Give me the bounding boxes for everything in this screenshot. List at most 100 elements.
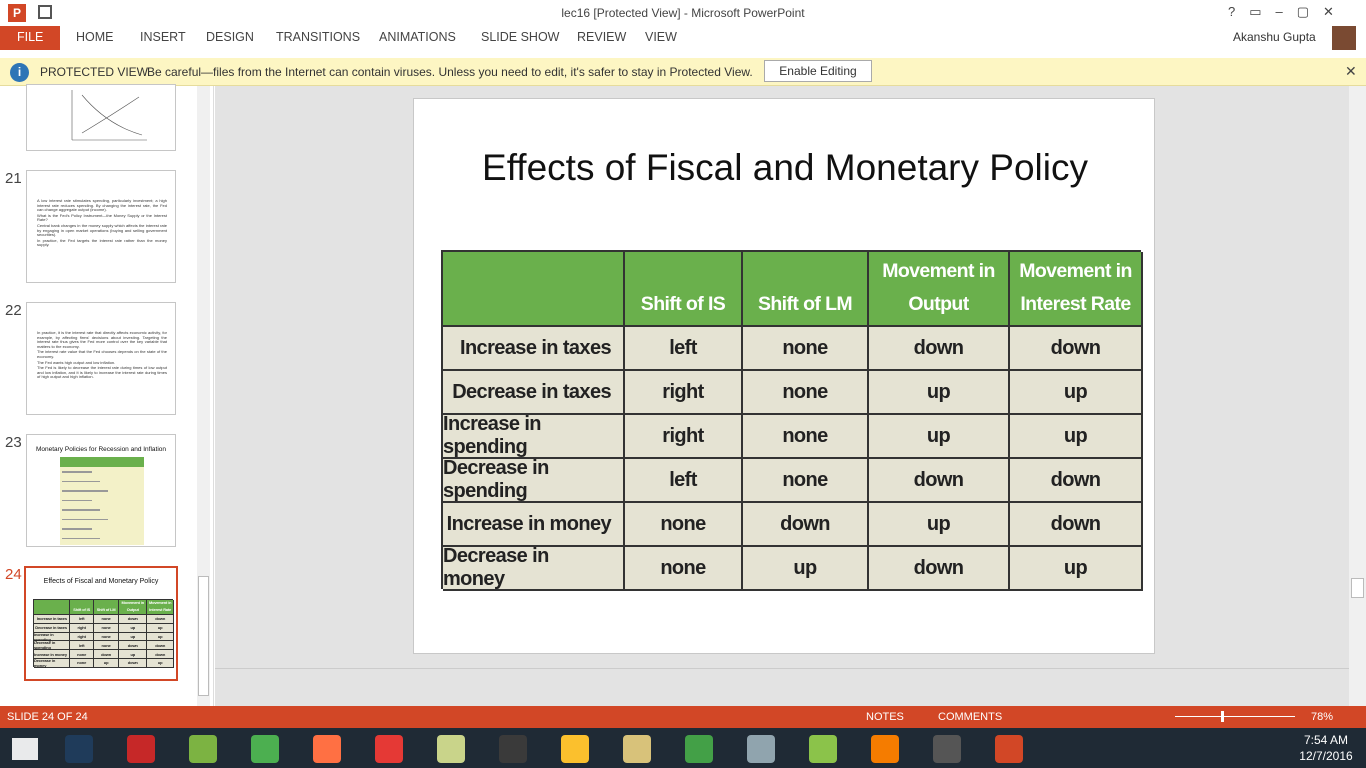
- table-cell: up: [147, 659, 174, 668]
- slide-number[interactable]: 24: [5, 566, 22, 583]
- table-cell: up: [94, 659, 120, 668]
- thumbnail-bullet: The Fed is likely to decrease the intere…: [37, 365, 167, 380]
- scroll-thumb[interactable]: [1351, 578, 1364, 598]
- taskbar-app[interactable]: [747, 735, 775, 763]
- table-cell: down: [119, 615, 148, 624]
- taskbar: 7:54 AM 12/7/2016: [0, 728, 1366, 768]
- taskbar-app[interactable]: [189, 735, 217, 763]
- ribbon-tab[interactable]: REVIEW: [577, 30, 627, 44]
- protected-message: Be careful—files from the Internet can c…: [147, 65, 753, 79]
- table-cell: down: [869, 547, 1010, 591]
- thumbnail-bullet: A low interest rate stimulates spending,…: [37, 198, 167, 213]
- row-label: Decrease in money: [443, 545, 625, 591]
- enable-editing-button[interactable]: Enable Editing: [764, 60, 872, 82]
- taskbar-app[interactable]: [127, 735, 155, 763]
- table-cell: up: [743, 547, 869, 591]
- slide-counter: SLIDE 24 OF 24: [7, 711, 88, 723]
- slide-number[interactable]: 23: [5, 434, 22, 451]
- slide-number[interactable]: 21: [5, 170, 22, 187]
- taskbar-app[interactable]: [933, 735, 961, 763]
- table-cell: up: [119, 623, 148, 633]
- row-label: Increase in spending: [443, 413, 625, 459]
- zoom-level[interactable]: 78%: [1311, 711, 1334, 723]
- taskbar-app[interactable]: [313, 735, 341, 763]
- ribbon-tab[interactable]: VIEW: [645, 30, 677, 44]
- ribbon-tab[interactable]: DESIGN: [206, 30, 254, 44]
- slide-area: Effects of Fiscal and Monetary Policy Sh…: [215, 86, 1349, 706]
- thumbnail[interactable]: Monetary Policies for Recession and Infl…: [26, 434, 176, 547]
- taskbar-app[interactable]: [375, 735, 403, 763]
- table-cell: down: [119, 659, 148, 668]
- table-header-cell: [443, 252, 625, 327]
- table-cell: down: [1010, 327, 1143, 371]
- ribbon-tab[interactable]: FILE: [17, 30, 44, 44]
- row-label: Decrease in money: [34, 658, 71, 668]
- row-label: Decrease in spending: [34, 640, 71, 650]
- clock-date[interactable]: 12/7/2016: [1299, 749, 1353, 763]
- protected-label: PROTECTED VIEW: [40, 65, 149, 79]
- zoom-slider[interactable]: [1175, 716, 1295, 717]
- table-cell: none: [70, 659, 94, 668]
- user-name[interactable]: Akanshu Gupta: [1233, 30, 1316, 44]
- spacer: [27, 171, 175, 199]
- row-label: Decrease in taxes: [443, 371, 625, 415]
- status-bar: SLIDE 24 OF 24 NOTES COMMENTS 78%: [0, 706, 1366, 728]
- table-cell: up: [1010, 547, 1143, 591]
- comments-button[interactable]: COMMENTS: [938, 711, 1003, 723]
- table-header-cell: Shift of LM: [743, 252, 869, 327]
- table-cell: none: [94, 615, 120, 624]
- zoom-thumb[interactable]: [1221, 711, 1224, 722]
- thumbnail-table-line: [62, 499, 92, 501]
- ribbon-tab[interactable]: HOME: [76, 30, 114, 44]
- table-cell: right: [70, 623, 94, 633]
- table-cell: down: [1010, 503, 1143, 547]
- ribbon-tab[interactable]: ANIMATIONS: [379, 30, 456, 44]
- table-cell: down: [1010, 459, 1143, 503]
- close-bar-button[interactable]: ✕: [1345, 63, 1357, 79]
- taskbar-app[interactable]: [623, 735, 651, 763]
- save-button[interactable]: [38, 5, 52, 19]
- table-cell: none: [743, 371, 869, 415]
- app-icon[interactable]: P: [8, 4, 26, 22]
- taskbar-app[interactable]: [995, 735, 1023, 763]
- thumbnail-20[interactable]: [26, 84, 176, 151]
- slide-scrollbar[interactable]: [1349, 86, 1366, 706]
- taskbar-app[interactable]: [685, 735, 713, 763]
- taskbar-app[interactable]: [437, 735, 465, 763]
- clock-time[interactable]: 7:54 AM: [1303, 733, 1349, 747]
- table-cell: down: [119, 641, 148, 651]
- table-cell: none: [625, 503, 743, 547]
- thumbnail-scrollbar[interactable]: [197, 86, 210, 706]
- taskbar-app[interactable]: [561, 735, 589, 763]
- taskbar-app[interactable]: [251, 735, 279, 763]
- taskbar-app[interactable]: [499, 735, 527, 763]
- thumbnail[interactable]: A low interest rate stimulates spending,…: [26, 170, 176, 283]
- slide: Effects of Fiscal and Monetary Policy Sh…: [413, 98, 1155, 654]
- table-cell: none: [743, 459, 869, 503]
- table-header-cell: Shift of LM: [94, 600, 120, 615]
- table-header-cell: Shift of IS: [70, 600, 94, 615]
- ribbon-tab[interactable]: SLIDE SHOW: [481, 30, 560, 44]
- table-header-cell: [34, 600, 71, 615]
- thumbnail[interactable]: Effects of Fiscal and Monetary Policy Shi…: [24, 566, 178, 681]
- taskbar-app[interactable]: [871, 735, 899, 763]
- thumbnail-table-line: [62, 518, 108, 520]
- thumbnail-title: Effects of Fiscal and Monetary Policy: [43, 578, 159, 585]
- window-controls[interactable]: ?▭–▢✕: [1228, 4, 1348, 19]
- user-avatar[interactable]: [1332, 26, 1356, 50]
- table-cell: up: [147, 632, 174, 642]
- thumbnail-bullet: In practice, the Fed targets the interes…: [37, 237, 167, 248]
- ribbon-tab[interactable]: INSERT: [140, 30, 186, 44]
- notes-button[interactable]: NOTES: [866, 711, 904, 723]
- thumbnail-bullet: In practice, it is the interest rate tha…: [37, 330, 167, 349]
- taskbar-app[interactable]: [65, 735, 93, 763]
- thumbnail[interactable]: In practice, it is the interest rate tha…: [26, 302, 176, 415]
- taskbar-app[interactable]: [809, 735, 837, 763]
- table-cell: down: [147, 615, 174, 624]
- scroll-thumb[interactable]: [198, 576, 209, 696]
- table-cell: left: [70, 615, 94, 624]
- slide-number[interactable]: 22: [5, 302, 22, 319]
- ribbon-tab[interactable]: TRANSITIONS: [276, 30, 361, 44]
- start-button[interactable]: [12, 738, 38, 760]
- row-label: Increase in spending: [34, 632, 71, 642]
